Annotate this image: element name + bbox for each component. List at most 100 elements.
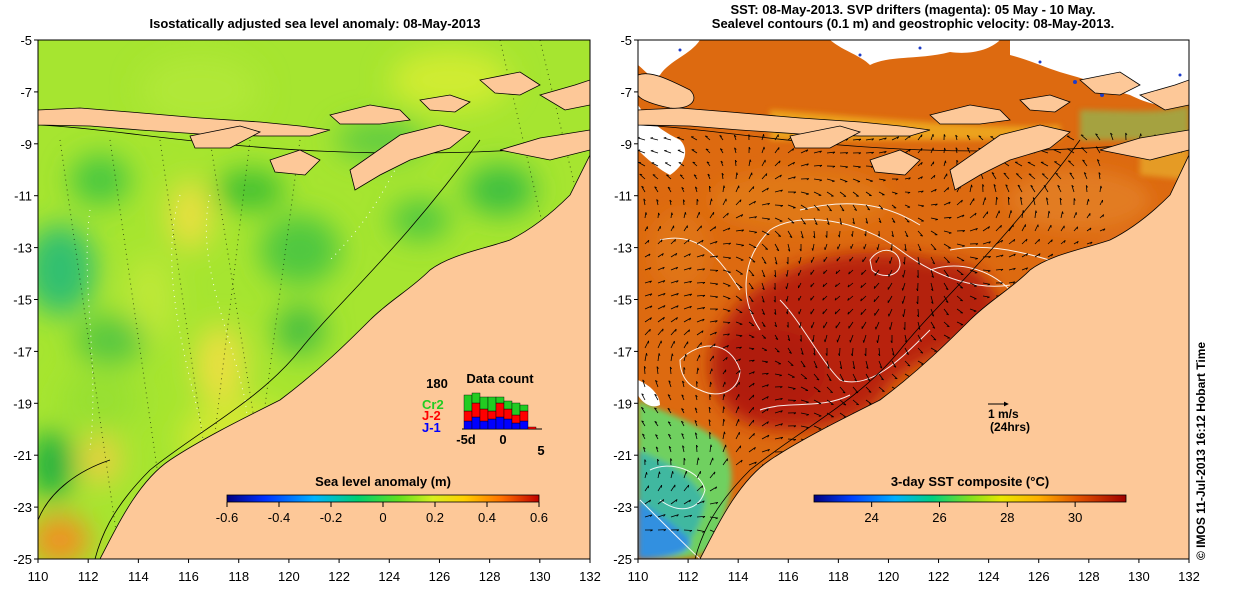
velocity-arrow [888, 269, 893, 277]
velocity-arrow-head [803, 222, 806, 225]
sst-field [638, 40, 1189, 559]
velocity-arrow [748, 172, 753, 180]
velocity-arrow-head [672, 471, 674, 474]
velocity-arrow-head [692, 161, 696, 164]
velocity-arrow-head [763, 337, 766, 339]
lat-tick-label: -23 [613, 500, 632, 515]
velocity-arrow [670, 212, 673, 219]
velocity-arrow-head [715, 502, 719, 505]
velocity-arrow-head [1071, 184, 1074, 188]
velocity-arrow-head [682, 445, 685, 448]
velocity-arrow-head [780, 205, 784, 207]
velocity-arrow [1099, 185, 1102, 193]
velocity-arrow-head [681, 408, 684, 411]
velocity-arrow-head [854, 209, 857, 211]
velocity-arrow [696, 239, 704, 245]
velocity-arrow [839, 165, 848, 168]
velocity-arrow-head [676, 293, 679, 296]
data-count-bar-segment [519, 420, 529, 430]
velocity-arrow [681, 433, 685, 440]
velocity-arrow [735, 370, 741, 375]
velocity-arrow-head [847, 298, 849, 301]
velocity-arrow-head [676, 514, 679, 517]
velocity-arrow-head [948, 201, 951, 205]
velocity-arrow-head [662, 499, 665, 502]
velocity-arrow [955, 134, 958, 141]
velocity-arrow [1032, 197, 1036, 206]
velocity-arrow-head [946, 313, 949, 316]
colorbar-tick-label: -0.2 [320, 510, 342, 525]
velocity-arrow [800, 347, 804, 355]
velocity-arrow [1047, 239, 1053, 245]
velocity-arrow [917, 230, 923, 237]
velocity-arrow-head [689, 306, 692, 309]
velocity-arrow [694, 432, 698, 440]
velocity-arrow-head [1082, 159, 1085, 162]
velocity-arrow-head [715, 517, 718, 520]
velocity-arrow [667, 421, 672, 427]
velocity-arrow-head [696, 444, 699, 448]
velocity-arrow-head [916, 275, 919, 279]
velocity-arrow [664, 162, 672, 167]
velocity-arrow [903, 308, 906, 317]
velocity-arrow-head [689, 514, 693, 518]
data-count-bar-segment [487, 418, 497, 430]
velocity-arrow [878, 347, 881, 356]
velocity-arrow [748, 371, 755, 375]
velocity-arrow-head [1007, 196, 1010, 200]
velocity-arrow-head [752, 382, 755, 386]
lon-tick-label: 128 [1078, 569, 1100, 584]
velocity-arrow [657, 212, 659, 219]
velocity-arrow [837, 243, 841, 250]
data-count-legend-j1: J-1 [422, 420, 441, 435]
velocity-arrow [643, 447, 646, 453]
velocity-arrow-head [695, 394, 698, 398]
velocity-arrow-head [1073, 198, 1076, 201]
velocity-arrow-head [878, 220, 882, 224]
velocity-arrow [813, 412, 822, 417]
velocity-arrow [917, 217, 924, 222]
velocity-arrow [956, 214, 965, 219]
velocity-arrow-head [766, 187, 769, 191]
velocity-arrow-head [1025, 238, 1028, 242]
velocity-arrow [852, 230, 854, 237]
velocity-arrow [722, 394, 725, 401]
velocity-arrow [694, 186, 698, 193]
velocity-arrow [878, 191, 885, 196]
velocity-arrow-head [1020, 196, 1023, 200]
velocity-arrow [774, 147, 780, 154]
velocity-arrow [943, 308, 949, 316]
velocity-arrow [677, 149, 685, 154]
velocity-arrow-head [871, 151, 874, 155]
velocity-arrow [774, 321, 778, 327]
velocity-arrow [709, 282, 718, 285]
velocity-arrow-head [754, 231, 758, 234]
velocity-arrow [917, 308, 919, 317]
velocity-arrow [849, 256, 854, 262]
velocity-arrow-head [669, 366, 673, 370]
velocity-arrow [1057, 185, 1062, 193]
velocity-arrow [638, 149, 646, 154]
velocity-arrow-head [650, 137, 653, 139]
velocity-arrow [670, 514, 679, 518]
velocity-arrow [642, 433, 646, 440]
velocity-arrow [873, 295, 880, 303]
velocity-arrow [644, 328, 651, 336]
velocity-arrow [798, 308, 802, 315]
velocity-arrow-head [991, 172, 995, 175]
velocity-arrow [735, 334, 743, 337]
lon-tick-label: 120 [278, 569, 300, 584]
velocity-arrow-head [1003, 172, 1007, 175]
velocity-arrow [888, 308, 893, 317]
velocity-arrow [657, 499, 665, 505]
velocity-arrow [708, 186, 711, 193]
velocity-arrow [787, 176, 796, 180]
velocity-arrow-head [819, 150, 822, 154]
velocity-arrow [860, 295, 867, 302]
lat-tick-label: -25 [613, 552, 632, 567]
velocity-arrow-head [721, 172, 724, 176]
velocity-arrow [1060, 211, 1063, 219]
velocity-arrow [878, 373, 884, 381]
velocity-arrow [774, 269, 777, 278]
velocity-arrow [722, 282, 731, 287]
